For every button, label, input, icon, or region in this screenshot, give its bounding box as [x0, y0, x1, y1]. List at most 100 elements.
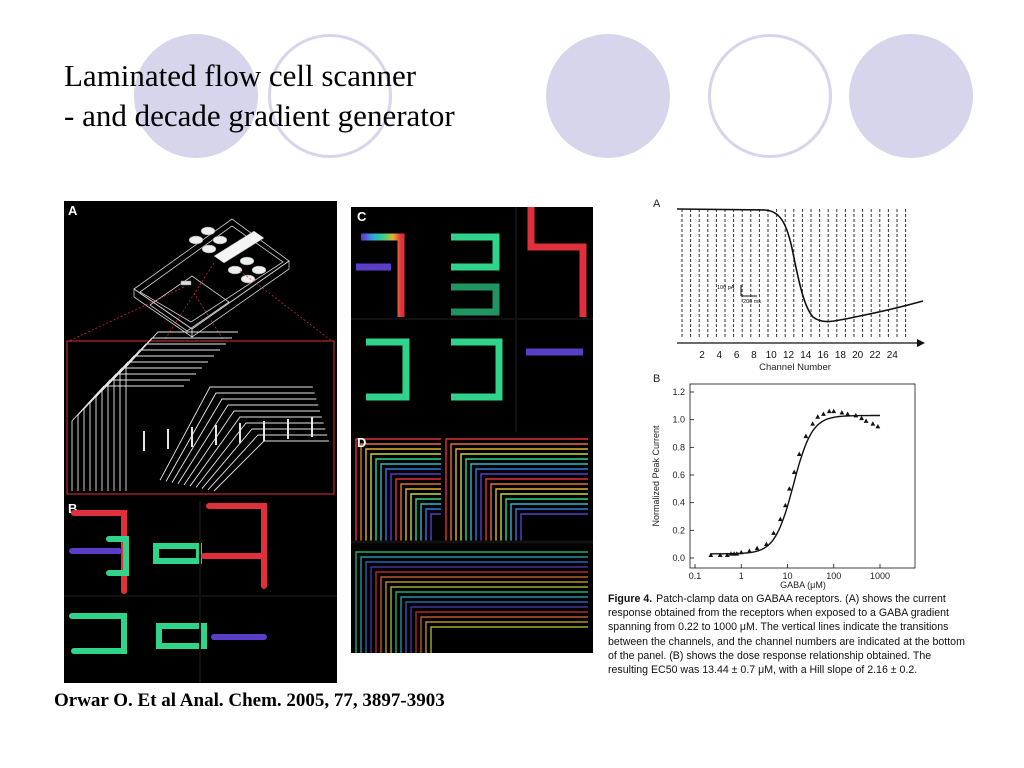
y-tick-label: 0.0 [672, 553, 685, 563]
data-point [853, 412, 859, 418]
data-point [728, 551, 734, 556]
gradient-line [420, 616, 588, 653]
x-tick-label: 1 [739, 571, 744, 581]
panel-c-label: C [357, 209, 367, 224]
gradient-line [375, 571, 588, 653]
channel-tick-label: 4 [717, 350, 723, 361]
data-point [845, 411, 851, 416]
data-point [777, 516, 783, 522]
channel-tick-label: 16 [818, 350, 830, 361]
fluorescence-images: C D [351, 207, 593, 653]
data-point [787, 486, 792, 491]
gradient-line [410, 493, 441, 542]
channel-tick-label: 2 [699, 350, 705, 361]
channel-line [183, 410, 320, 486]
panel-d-label: D [357, 435, 366, 450]
gradient-line [465, 458, 588, 542]
gradient-line [475, 468, 588, 542]
scale-current: 100 pA [717, 285, 735, 291]
gradient-line [395, 478, 441, 542]
channel-tick-label: 18 [835, 350, 847, 361]
gradient-line [385, 468, 441, 542]
figure-panel-cd: C D [351, 207, 593, 653]
graph-a-xlabel: Channel Number [759, 362, 831, 373]
gradient-line [380, 576, 588, 653]
gradient-line [490, 483, 588, 542]
channel-tick-label: 20 [852, 350, 864, 361]
gradient-line [360, 556, 588, 653]
y-tick-label: 1.2 [672, 387, 685, 397]
gradient-line [415, 498, 441, 542]
hill-fit-curve [710, 414, 880, 555]
gradient-line [405, 488, 441, 542]
channel-line [125, 331, 238, 491]
channel-line [195, 422, 324, 488]
x-tick-label: 10 [782, 571, 792, 581]
gradient-line [480, 473, 588, 542]
gradient-line [425, 621, 588, 653]
gradient-line [400, 596, 588, 653]
channel-line [177, 404, 319, 485]
gradient-line [450, 443, 588, 542]
data-point [791, 469, 797, 475]
gradient-line [520, 513, 588, 542]
gradient-line [365, 448, 441, 542]
gradient-line [390, 473, 441, 542]
dose-response-graph: B 1.2 1.0 0.8 0.6 0.4 0.2 0.0 0.1 1 10 100 1000 No… [651, 373, 916, 590]
figure-caption: Figure 4. Patch-clamp data on GABAA recep… [608, 592, 974, 677]
graph-b-xlabel: GABA (μM) [780, 580, 826, 590]
gradient-line [400, 483, 441, 542]
gradient-line [415, 611, 588, 653]
decor-circle-4 [708, 34, 832, 158]
data-point [746, 548, 752, 553]
channel-tick-label: 6 [734, 350, 740, 361]
gradient-line [375, 458, 441, 542]
channel-tick-label: 12 [783, 350, 795, 361]
decor-circle-1 [134, 34, 258, 158]
channel-tick-label: 10 [766, 350, 778, 361]
decor-circle-3 [546, 34, 670, 158]
channel-line [207, 434, 328, 491]
data-point [831, 408, 837, 414]
title-line-2: - and decade gradient generator [64, 98, 455, 133]
panel-b-label: B [68, 501, 77, 516]
gradient-line [505, 498, 588, 542]
gradient-line [430, 513, 441, 542]
gradient-line [430, 626, 588, 653]
channel-line [165, 392, 315, 482]
channel-line [189, 416, 322, 487]
data-point [810, 421, 816, 426]
gradient-line [485, 478, 588, 542]
x-tick-label: 100 [826, 571, 841, 581]
data-point [734, 551, 740, 556]
y-tick-label: 0.6 [672, 470, 685, 480]
channel-tick-label: 8 [751, 350, 757, 361]
graph-a-label: A [653, 198, 661, 210]
caption-text: Patch-clamp data on GABAA receptors. (A)… [608, 593, 965, 677]
data-point [859, 415, 864, 421]
gradient-line [395, 591, 588, 653]
channel-tick-label: 22 [869, 350, 881, 361]
current-trace-graph: A 100 pA 200 ms 2 4 6 8 10 12 14 16 18 20 22 24 Cha… [653, 198, 925, 373]
channel-line [171, 398, 317, 483]
gradient-line [355, 438, 441, 542]
x-tick-label: 1000 [870, 571, 890, 581]
gradient-line [420, 503, 441, 542]
gradient-line [385, 581, 588, 653]
y-tick-label: 0.4 [672, 498, 685, 508]
gradient-line [460, 453, 588, 542]
x-tick-label: 0.1 [689, 571, 702, 581]
data-point [771, 530, 776, 535]
y-tick-label: 0.8 [672, 442, 685, 452]
current-trace [676, 208, 924, 323]
gradient-line [510, 503, 588, 542]
gradient-line [360, 443, 441, 542]
data-point [717, 552, 723, 558]
gradient-line [500, 493, 588, 542]
data-point [803, 433, 809, 439]
gradient-line [405, 601, 588, 653]
gradient-line [455, 448, 588, 542]
data-point [875, 423, 881, 429]
scale-time: 200 ms [743, 299, 761, 305]
data-point [724, 552, 730, 558]
